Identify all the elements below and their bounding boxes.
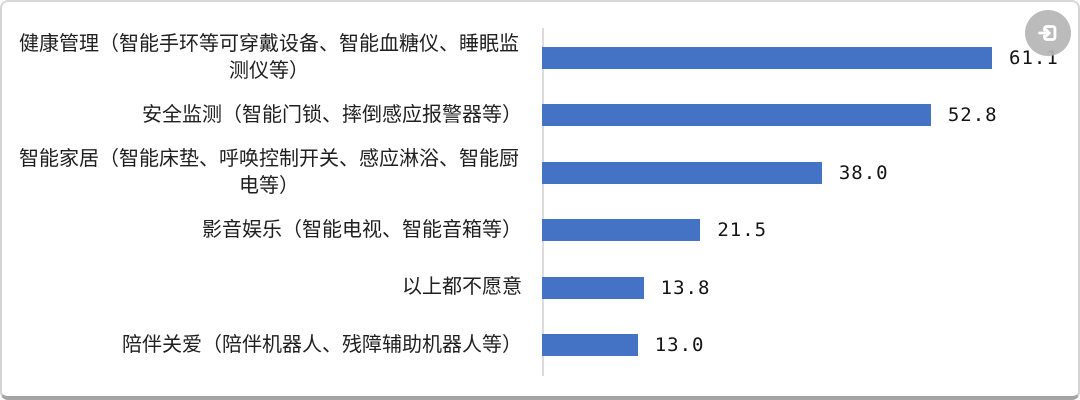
category-label-cell: 陪伴关爱（陪伴机器人、残障辅助机器人等） <box>2 332 542 359</box>
value-label: 13.0 <box>654 334 705 357</box>
value-label: 13.8 <box>660 276 711 299</box>
bar-cell: 13.0 <box>542 334 1078 357</box>
bar-cell: 52.8 <box>542 104 1078 127</box>
chart-row: 影音娱乐（智能电视、智能音箱等） 21.5 <box>2 202 1078 260</box>
value-label: 52.8 <box>947 104 998 127</box>
category-label: 安全监测（智能门锁、摔倒感应报警器等） <box>142 103 522 126</box>
chart-row: 健康管理（智能手环等可穿戴设备、智能血糖仪、睡眠监测仪等） 61.1 <box>2 29 1078 87</box>
chart-row: 以上都不愿意 13.8 <box>2 259 1078 317</box>
bar <box>542 161 822 184</box>
bar-cell: 61.1 <box>542 46 1078 69</box>
category-label: 智能家居（智能床垫、呼唤控制开关、感应淋浴、智能厨电等） <box>19 147 519 197</box>
bar <box>542 219 701 242</box>
category-label-cell: 智能家居（智能床垫、呼唤控制开关、感应淋浴、智能厨电等） <box>2 146 542 200</box>
bar <box>542 276 644 299</box>
value-label: 21.5 <box>717 219 768 242</box>
category-label: 影音娱乐（智能电视、智能音箱等） <box>202 218 522 241</box>
chart-rows: 健康管理（智能手环等可穿戴设备、智能血糖仪、睡眠监测仪等） 61.1 安全监测（智能… <box>2 29 1078 374</box>
bar-cell: 13.8 <box>542 276 1078 299</box>
enter-share-button[interactable] <box>1025 10 1071 56</box>
bar-cell: 21.5 <box>542 219 1078 242</box>
category-label: 陪伴关爱（陪伴机器人、残障辅助机器人等） <box>122 333 522 356</box>
bar-cell: 38.0 <box>542 161 1078 184</box>
bar <box>542 104 931 127</box>
category-label: 健康管理（智能手环等可穿戴设备、智能血糖仪、睡眠监测仪等） <box>19 32 519 82</box>
category-label: 以上都不愿意 <box>402 276 522 299</box>
y-axis-line <box>542 28 544 376</box>
category-label-cell: 安全监测（智能门锁、摔倒感应报警器等） <box>2 102 542 129</box>
category-label-cell: 影音娱乐（智能电视、智能音箱等） <box>2 217 542 244</box>
bar <box>542 334 638 357</box>
category-label-cell: 健康管理（智能手环等可穿戴设备、智能血糖仪、睡眠监测仪等） <box>2 31 542 85</box>
chart-row: 智能家居（智能床垫、呼唤控制开关、感应淋浴、智能厨电等） 38.0 <box>2 144 1078 202</box>
value-label: 38.0 <box>838 161 889 184</box>
bar <box>542 46 992 69</box>
chart-row: 陪伴关爱（陪伴机器人、残障辅助机器人等） 13.0 <box>2 317 1078 375</box>
enter-arrow-icon <box>1035 20 1061 46</box>
chart-row: 安全监测（智能门锁、摔倒感应报警器等） 52.8 <box>2 87 1078 145</box>
category-label-cell: 以上都不愿意 <box>2 274 542 301</box>
